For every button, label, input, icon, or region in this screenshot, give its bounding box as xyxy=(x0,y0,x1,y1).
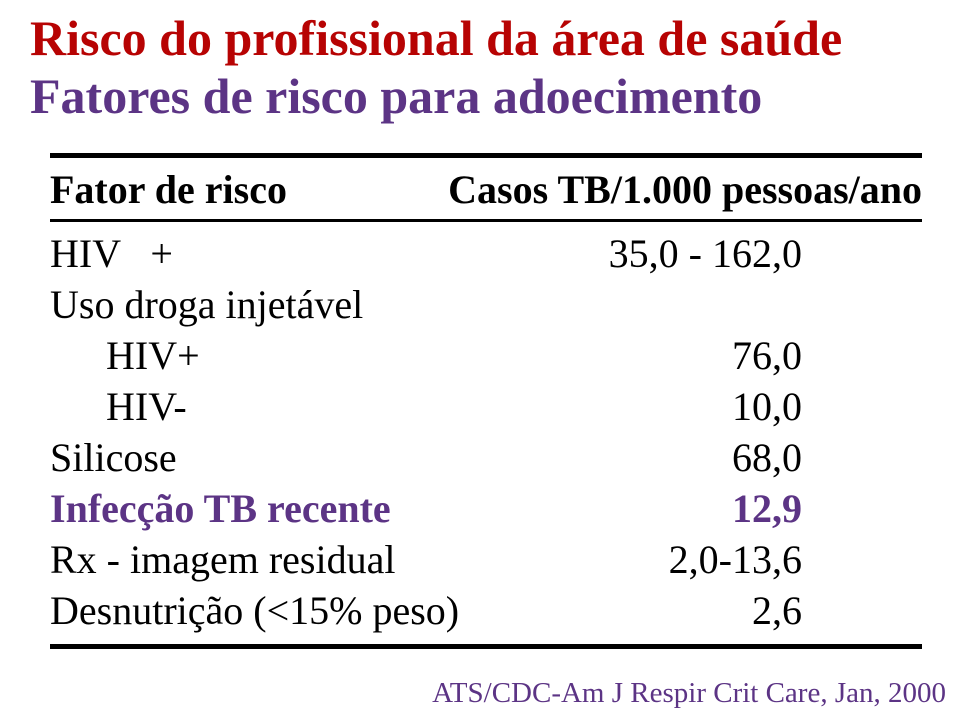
slide-page: Risco do profissional da área de saúde F… xyxy=(0,0,960,724)
silicose-label: Silicose xyxy=(50,434,177,481)
row-rx: Rx - imagem residual 2,0-13,6 xyxy=(50,534,922,585)
hiv-plus-value: 35,0 - 162,0 xyxy=(609,230,922,277)
infeccao-label: Infecção TB recente xyxy=(50,485,391,532)
row-infeccao: Infecção TB recente 12,9 xyxy=(50,483,922,534)
desnutricao-label: Desnutrição (<15% peso) xyxy=(50,587,459,634)
table-header-row: Fator de risco Casos TB/1.000 pessoas/an… xyxy=(50,158,922,219)
infeccao-value: 12,9 xyxy=(732,485,922,532)
table-body: HIV + 35,0 - 162,0 Uso droga injetável H… xyxy=(50,222,922,644)
hiv-plus-label: HIV + xyxy=(50,230,173,277)
row-desnutricao: Desnutrição (<15% peso) 2,6 xyxy=(50,585,922,636)
rx-label: Rx - imagem residual xyxy=(50,536,395,583)
drug-hiv-plus-value: 76,0 xyxy=(732,332,922,379)
header-cases: Casos TB/1.000 pessoas/ano xyxy=(448,166,922,213)
drug-hiv-plus-label: HIV+ xyxy=(50,332,200,379)
silicose-value: 68,0 xyxy=(732,434,922,481)
drug-hiv-minus-value: 10,0 xyxy=(732,383,922,430)
rx-value: 2,0-13,6 xyxy=(669,536,922,583)
drug-hiv-minus-label: HIV- xyxy=(50,383,187,430)
risk-table: Fator de risco Casos TB/1.000 pessoas/an… xyxy=(50,153,922,649)
row-drug: Uso droga injetável xyxy=(50,279,922,330)
row-hiv-plus: HIV + 35,0 - 162,0 xyxy=(50,228,922,279)
row-drug-hiv-plus: HIV+ 76,0 xyxy=(50,330,922,381)
title-line-1: Risco do profissional da área de saúde xyxy=(30,10,930,68)
desnutricao-value: 2,6 xyxy=(752,587,922,634)
row-drug-hiv-minus: HIV- 10,0 xyxy=(50,381,922,432)
title-line-2: Fatores de risco para adoecimento xyxy=(30,68,930,126)
row-silicose: Silicose 68,0 xyxy=(50,432,922,483)
table-bottom-rule xyxy=(50,644,922,649)
header-factor: Fator de risco xyxy=(50,166,287,213)
citation-text: ATS/CDC-Am J Respir Crit Care, Jan, 2000 xyxy=(432,677,946,710)
drug-label: Uso droga injetável xyxy=(50,281,363,328)
